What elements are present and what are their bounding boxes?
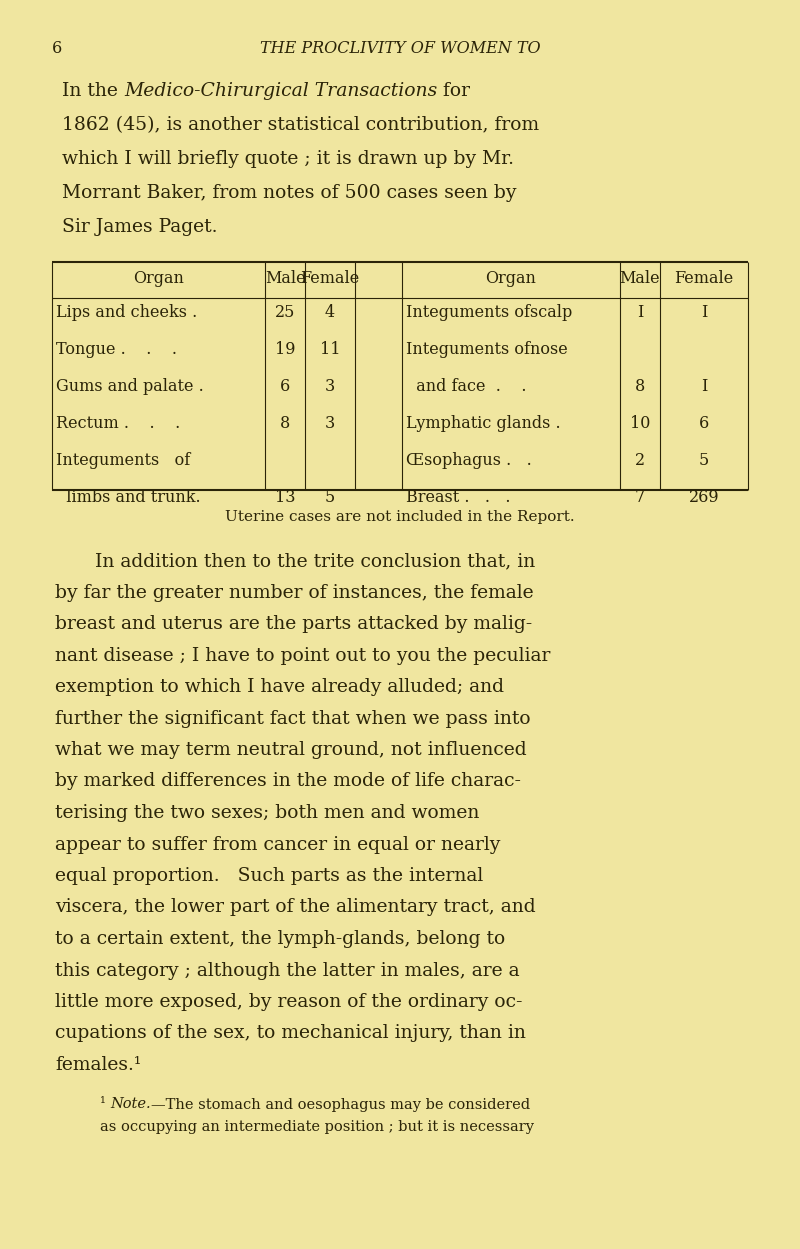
Text: Breast .   .   .: Breast . . . <box>406 490 510 506</box>
Text: appear to suffer from cancer in equal or nearly: appear to suffer from cancer in equal or… <box>55 836 500 853</box>
Text: equal proportion.   Such parts as the internal: equal proportion. Such parts as the inte… <box>55 867 483 886</box>
Text: terising the two sexes; both men and women: terising the two sexes; both men and wom… <box>55 804 479 822</box>
Text: and face  .    .: and face . . <box>406 378 526 395</box>
Text: Male: Male <box>620 270 660 287</box>
Text: Integuments ofnose: Integuments ofnose <box>406 341 568 358</box>
Text: Integuments   of: Integuments of <box>56 452 190 470</box>
Text: viscera, the lower part of the alimentary tract, and: viscera, the lower part of the alimentar… <box>55 898 536 917</box>
Text: I: I <box>701 378 707 395</box>
Text: Male: Male <box>265 270 306 287</box>
Text: 1862 (45), is another statistical contribution, from: 1862 (45), is another statistical contri… <box>62 116 539 134</box>
Text: 5: 5 <box>325 490 335 506</box>
Text: by marked differences in the mode of life charac-: by marked differences in the mode of lif… <box>55 772 521 791</box>
Text: —The stomach and oesophagus may be considered: —The stomach and oesophagus may be consi… <box>151 1098 530 1112</box>
Text: Gums and palate .: Gums and palate . <box>56 378 204 395</box>
Text: by far the greater number of instances, the female: by far the greater number of instances, … <box>55 583 534 602</box>
Text: Morrant Baker, from notes of 500 cases seen by: Morrant Baker, from notes of 500 cases s… <box>62 184 517 202</box>
Text: nant disease ; I have to point out to you the peculiar: nant disease ; I have to point out to yo… <box>55 647 550 664</box>
Text: 8: 8 <box>280 415 290 432</box>
Text: females.¹: females.¹ <box>55 1055 142 1074</box>
Text: Sir James Paget.: Sir James Paget. <box>62 219 218 236</box>
Text: In addition then to the trite conclusion that, in: In addition then to the trite conclusion… <box>95 552 535 570</box>
Text: limbs and trunk.: limbs and trunk. <box>56 490 201 506</box>
Text: 13: 13 <box>274 490 295 506</box>
Text: 6: 6 <box>280 378 290 395</box>
Text: 11: 11 <box>320 341 340 358</box>
Text: Uterine cases are not included in the Report.: Uterine cases are not included in the Re… <box>225 510 575 525</box>
Text: exemption to which I have already alluded; and: exemption to which I have already allude… <box>55 678 504 696</box>
Text: ¹: ¹ <box>100 1098 110 1112</box>
Text: Organ: Organ <box>486 270 537 287</box>
Text: Note.: Note. <box>110 1098 151 1112</box>
Text: 7: 7 <box>635 490 645 506</box>
Text: Female: Female <box>300 270 360 287</box>
Text: 6: 6 <box>52 40 62 57</box>
Text: Integuments ofscalp: Integuments ofscalp <box>406 304 572 321</box>
Text: as occupying an intermediate position ; but it is necessary: as occupying an intermediate position ; … <box>100 1119 534 1134</box>
Text: THE PROCLIVITY OF WOMEN TO: THE PROCLIVITY OF WOMEN TO <box>260 40 540 57</box>
Text: 25: 25 <box>275 304 295 321</box>
Text: 3: 3 <box>325 378 335 395</box>
Text: 10: 10 <box>630 415 650 432</box>
Text: 2: 2 <box>635 452 645 470</box>
Text: this category ; although the latter in males, are a: this category ; although the latter in m… <box>55 962 520 979</box>
Text: 4: 4 <box>325 304 335 321</box>
Text: Lymphatic glands .: Lymphatic glands . <box>406 415 561 432</box>
Text: 19: 19 <box>274 341 295 358</box>
Text: further the significant fact that when we pass into: further the significant fact that when w… <box>55 709 530 727</box>
Text: 269: 269 <box>689 490 719 506</box>
Text: Female: Female <box>674 270 734 287</box>
Text: Lips and cheeks .: Lips and cheeks . <box>56 304 198 321</box>
Text: 8: 8 <box>635 378 645 395</box>
Text: little more exposed, by reason of the ordinary oc-: little more exposed, by reason of the or… <box>55 993 522 1010</box>
Text: cupations of the sex, to mechanical injury, than in: cupations of the sex, to mechanical inju… <box>55 1024 526 1043</box>
Text: I: I <box>701 304 707 321</box>
Text: Rectum .    .    .: Rectum . . . <box>56 415 180 432</box>
Text: for: for <box>437 82 470 100</box>
Text: what we may term neutral ground, not influenced: what we may term neutral ground, not inf… <box>55 741 526 759</box>
Text: Tongue .    .    .: Tongue . . . <box>56 341 177 358</box>
Text: which I will briefly quote ; it is drawn up by Mr.: which I will briefly quote ; it is drawn… <box>62 150 514 169</box>
Text: In the: In the <box>62 82 124 100</box>
Text: I: I <box>637 304 643 321</box>
Text: 5: 5 <box>699 452 709 470</box>
Text: 6: 6 <box>699 415 709 432</box>
Text: Organ: Organ <box>133 270 184 287</box>
Text: breast and uterus are the parts attacked by malig-: breast and uterus are the parts attacked… <box>55 615 532 633</box>
Text: Œsophagus .   .: Œsophagus . . <box>406 452 532 470</box>
Text: Medico-Chirurgical Transactions: Medico-Chirurgical Transactions <box>124 82 437 100</box>
Text: 3: 3 <box>325 415 335 432</box>
Text: to a certain extent, the lymph-glands, belong to: to a certain extent, the lymph-glands, b… <box>55 931 506 948</box>
